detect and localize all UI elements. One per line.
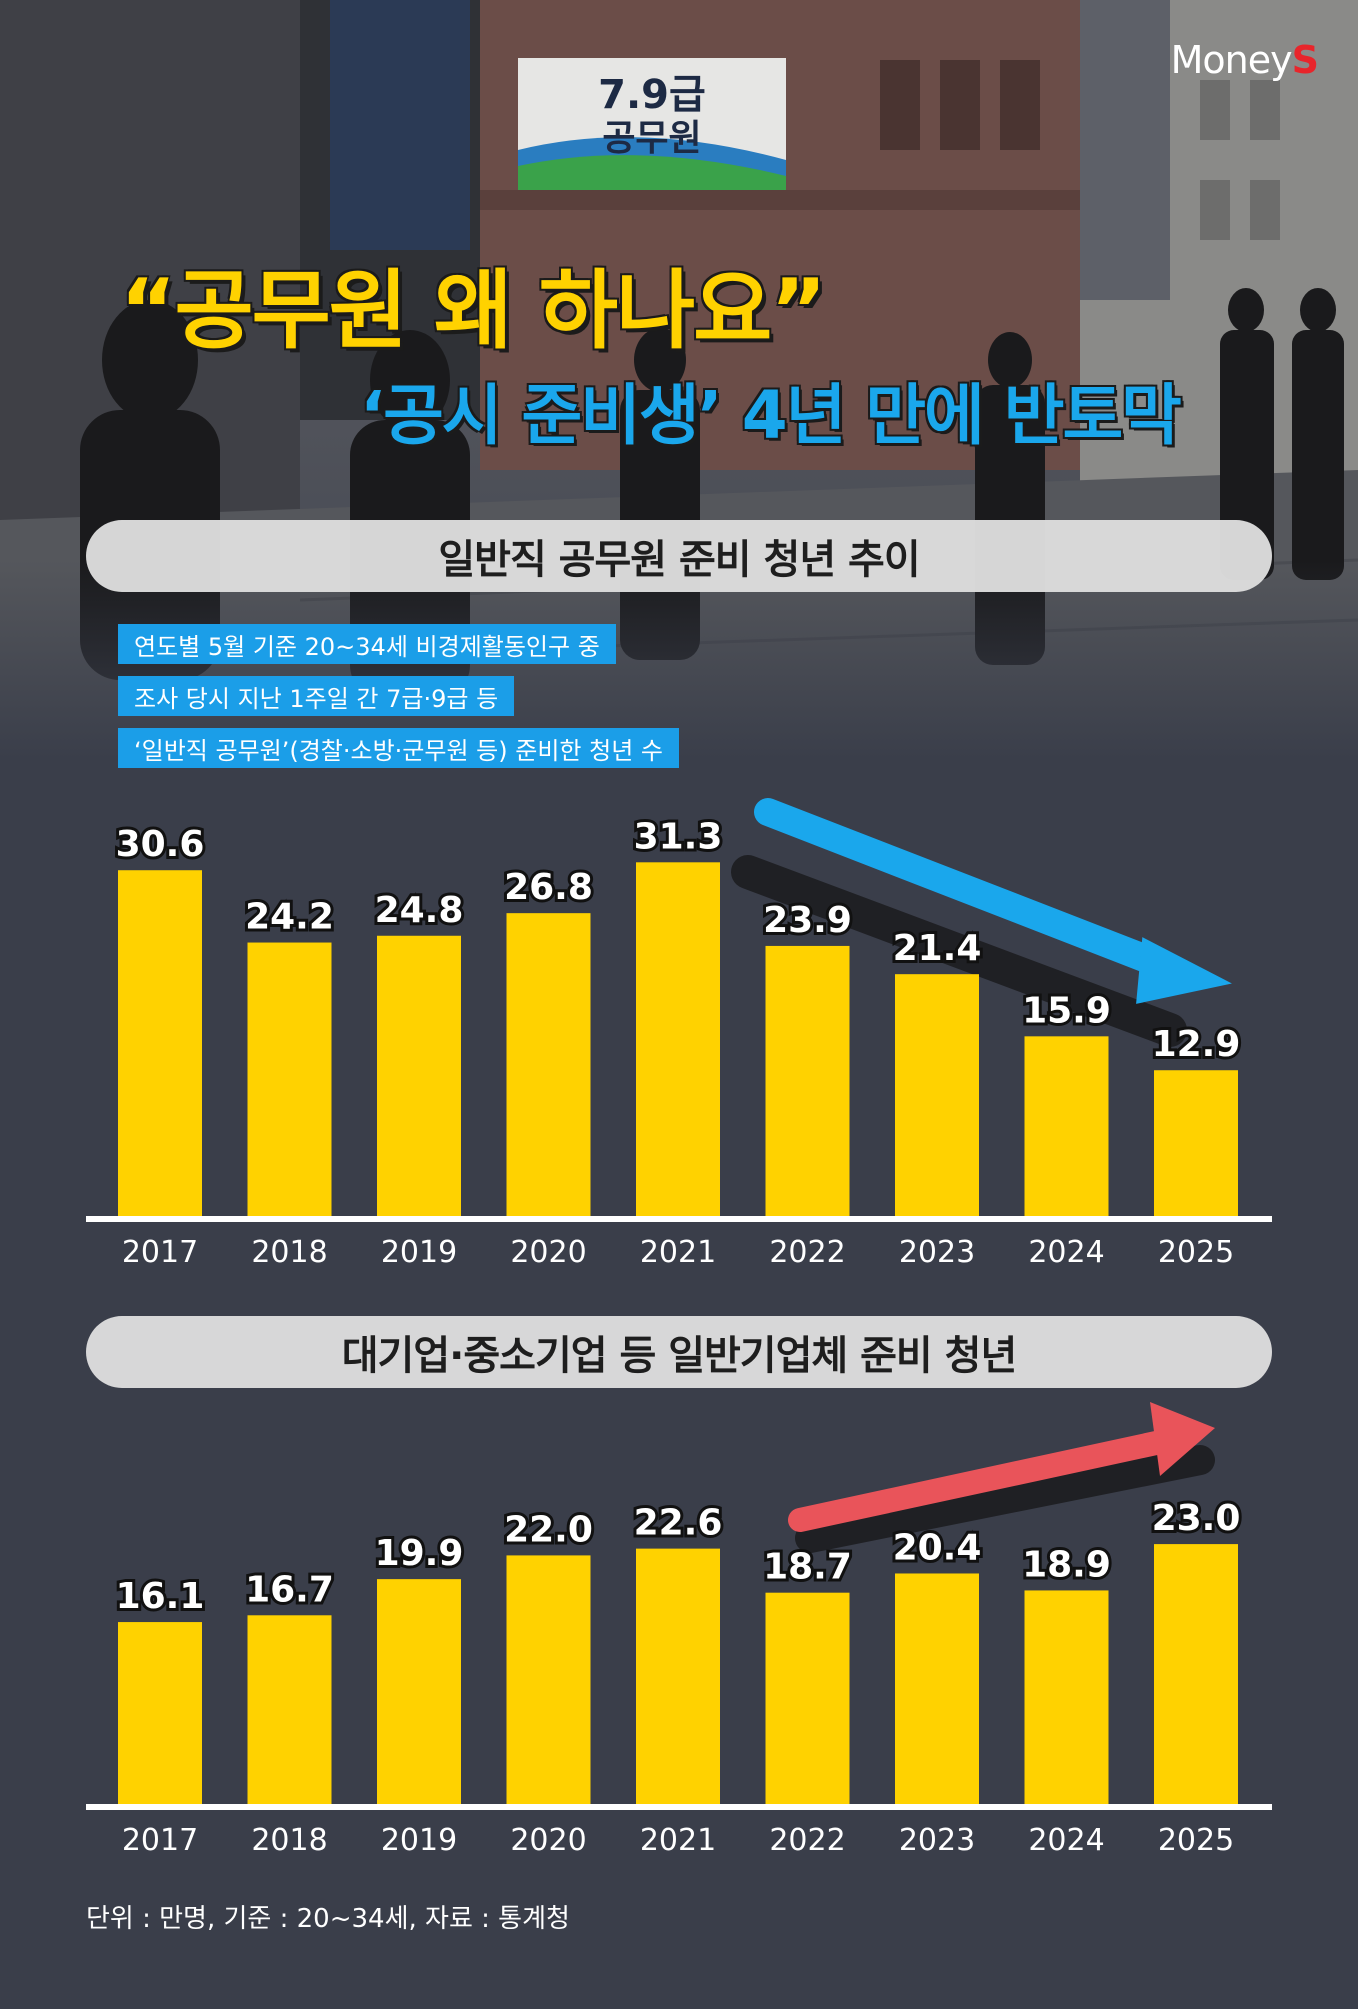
moneys-logo: MoneyS	[1170, 38, 1319, 82]
tick-label-2021: 2021	[640, 1823, 716, 1858]
bar-2017	[118, 870, 202, 1216]
note-line-1: 연도별 5월 기준 20~34세 비경제활동인구 중	[118, 624, 616, 664]
tick-label-2024: 2024	[1028, 1235, 1104, 1270]
value-label-2022: 23.9	[763, 900, 852, 941]
chart2-title: 대기업·중소기업 등 일반기업체 준비 청년	[86, 1316, 1272, 1388]
bar-2021	[636, 1548, 720, 1804]
note-line-3: ‘일반직 공무원’(경찰·소방·군무원 등) 준비한 청년 수	[118, 728, 679, 768]
value-label-2025: 12.9	[1152, 1024, 1241, 1065]
value-label-2017: 16.1	[116, 1576, 205, 1617]
value-label-2023: 20.4	[893, 1527, 982, 1568]
bar-2020	[506, 913, 591, 1216]
sign-text-line1: 7.9급	[598, 72, 706, 118]
value-label-2019: 24.8	[375, 890, 464, 931]
tick-label-2017: 2017	[122, 1235, 198, 1270]
sign-text-line2: 공무원	[602, 118, 701, 159]
source-footnote: 단위 : 만명, 기준 : 20~34세, 자료 : 통계청	[86, 1904, 570, 1934]
value-label-2023: 21.4	[893, 928, 982, 969]
tick-label-2023: 2023	[899, 1823, 975, 1858]
headline: “공무원 왜 하나요”	[120, 261, 827, 361]
tick-label-2018: 2018	[251, 1235, 327, 1270]
value-label-2017: 30.6	[116, 824, 205, 865]
value-label-2019: 19.9	[375, 1533, 464, 1574]
bar-2021	[636, 862, 720, 1216]
tick-label-2023: 2023	[899, 1235, 975, 1270]
value-label-2025: 23.0	[1152, 1498, 1241, 1539]
bar-2018	[247, 942, 332, 1216]
value-label-2020: 22.0	[504, 1509, 593, 1550]
value-label-2024: 15.9	[1022, 990, 1111, 1031]
bar-2024	[1024, 1590, 1109, 1804]
tick-label-2022: 2022	[769, 1235, 845, 1270]
chart1-baseline	[86, 1216, 1272, 1222]
chart2-baseline	[86, 1804, 1272, 1810]
chart2-bar-chart: 16.1 16.7 19.9 22.0 22.6 18.7 20.4 18.9 23.0 201…	[86, 1402, 1272, 1858]
bar-2020	[506, 1555, 591, 1804]
bar-2024	[1024, 1036, 1109, 1216]
tick-label-2020: 2020	[510, 1823, 586, 1858]
tick-label-2025: 2025	[1158, 1235, 1234, 1270]
tick-label-2020: 2020	[510, 1235, 586, 1270]
value-label-2021: 31.3	[634, 816, 723, 857]
tick-label-2024: 2024	[1028, 1823, 1104, 1858]
value-label-2018: 16.7	[245, 1569, 334, 1610]
bar-2023	[895, 974, 979, 1216]
bar-2018	[247, 1615, 332, 1804]
bar-2022	[765, 1592, 850, 1804]
bar-2025	[1154, 1070, 1238, 1216]
bar-2025	[1154, 1544, 1238, 1804]
up-trend-arrow	[788, 1402, 1215, 1553]
tick-label-2025: 2025	[1158, 1823, 1234, 1858]
chart1-title: 일반직 공무원 준비 청년 추이	[86, 520, 1272, 592]
value-label-2024: 18.9	[1022, 1544, 1111, 1585]
chart1-bar-chart: 30.6 24.2 24.8 26.8 31.3 23.9 21.4 15.9 12.9 201…	[86, 798, 1272, 1270]
down-trend-arrow	[731, 798, 1232, 1047]
hero-photo-background: 7.9급 공무원	[0, 0, 1358, 760]
value-label-2020: 26.8	[504, 867, 593, 908]
value-label-2021: 22.6	[634, 1503, 723, 1544]
note-line-2: 조사 당시 지난 1주일 간 7급·9급 등	[118, 676, 515, 716]
bar-2019	[377, 935, 461, 1216]
bar-2023	[895, 1573, 979, 1804]
value-label-2018: 24.2	[245, 897, 334, 938]
bar-2019	[377, 1579, 461, 1804]
tick-label-2022: 2022	[769, 1823, 845, 1858]
tick-label-2021: 2021	[640, 1235, 716, 1270]
bar-2022	[765, 945, 850, 1216]
tick-label-2019: 2019	[381, 1823, 457, 1858]
tick-label-2017: 2017	[122, 1823, 198, 1858]
street-scene-illustration: 7.9급 공무원	[0, 0, 1358, 760]
value-label-2022: 18.7	[763, 1547, 852, 1588]
bar-2017	[118, 1622, 202, 1804]
subheadline: ‘공시 준비생’ 4년 만에 반토막	[360, 377, 1182, 454]
tick-label-2018: 2018	[251, 1823, 327, 1858]
tick-label-2019: 2019	[381, 1235, 457, 1270]
